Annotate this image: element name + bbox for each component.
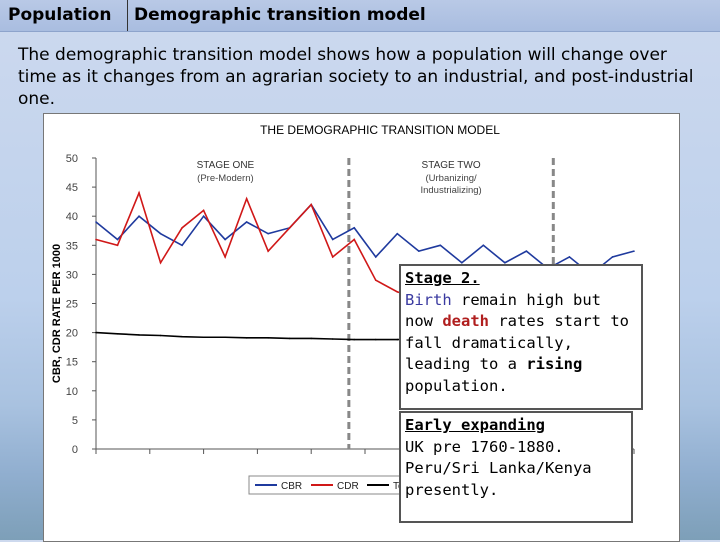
data-point-total-population	[310, 337, 313, 340]
data-point-total-population	[95, 331, 97, 334]
y-tick-label: 10	[66, 386, 78, 398]
y-tick-label: 50	[66, 153, 78, 165]
y-tick-label: 5	[72, 415, 78, 427]
y-tick-label: 20	[66, 328, 78, 340]
data-point-cbr	[374, 256, 377, 258]
data-point-total-population	[374, 338, 377, 341]
data-point-cdr	[224, 256, 226, 258]
data-point-cbr	[181, 244, 183, 247]
stage-sublabel: (Pre-Modern)	[197, 173, 254, 184]
data-point-total-population	[116, 332, 119, 335]
breadcrumb-demographic-transition[interactable]: Demographic transition model	[134, 5, 426, 25]
data-point-total-population	[181, 335, 183, 338]
y-tick-label: 35	[66, 240, 78, 252]
data-point-cbr	[611, 256, 614, 258]
data-point-cbr	[418, 250, 420, 252]
callout-heading: Early expanding	[405, 416, 545, 434]
stage-two-callout: Stage 2. Birth remain high but now death…	[399, 264, 643, 410]
data-point-cbr	[396, 232, 399, 235]
data-point-total-population	[159, 334, 162, 337]
data-point-total-population	[288, 337, 291, 340]
breadcrumb-population[interactable]: Population	[8, 5, 112, 25]
data-point-cdr	[353, 238, 356, 241]
data-point-cdr	[159, 261, 162, 264]
y-tick-label: 25	[66, 299, 78, 311]
data-point-cbr	[224, 238, 226, 241]
data-point-cdr	[331, 256, 334, 258]
stage-sublabel: (Urbanizing/	[425, 173, 477, 184]
data-point-total-population	[353, 338, 356, 341]
data-point-total-population	[138, 334, 140, 336]
data-point-cbr	[202, 215, 205, 217]
callout-line: UK pre 1760-1880.	[405, 437, 564, 456]
data-point-cdr	[138, 192, 140, 194]
data-point-cbr	[331, 238, 334, 241]
chart-figure: THE DEMOGRAPHIC TRANSITION MODEL 0 5 10 15 20…	[43, 113, 680, 542]
data-point-cbr	[439, 244, 442, 247]
y-tick-label: 40	[66, 211, 78, 223]
data-point-cbr	[138, 215, 140, 217]
legend-entry: CDR	[337, 481, 359, 492]
data-point-cdr	[374, 279, 377, 282]
y-tick-label: 0	[72, 444, 78, 456]
data-point-cbr	[267, 232, 269, 235]
stage-sublabel: Industrializing)	[420, 185, 481, 196]
data-point-cdr	[181, 227, 183, 229]
callout-body: Birth remain high but now death rates st…	[405, 290, 629, 395]
rising-word: rising	[526, 355, 583, 373]
data-point-cdr	[245, 197, 248, 200]
data-point-total-population	[202, 336, 205, 339]
data-point-cbr	[245, 221, 248, 223]
data-point-cbr	[95, 221, 97, 223]
stage-label: STAGE ONE	[197, 160, 255, 171]
data-point-total-population	[331, 338, 334, 340]
data-point-total-population	[224, 336, 226, 339]
y-tick-label: 15	[66, 357, 78, 369]
top-bar: Population Demographic transition model	[0, 0, 720, 32]
y-tick-label: 30	[66, 269, 78, 281]
data-point-cbr	[633, 250, 635, 252]
chart-title: THE DEMOGRAPHIC TRANSITION MODEL	[260, 123, 500, 137]
data-point-cbr	[525, 250, 528, 252]
data-point-cdr	[310, 203, 313, 206]
data-point-cdr	[95, 238, 97, 241]
data-point-cdr	[396, 291, 399, 293]
callout-line: Peru/Sri Lanka/Kenya presently.	[405, 459, 592, 499]
data-point-cbr	[353, 227, 356, 229]
y-axis-label: CBR, CDR RATE PER 1000	[51, 244, 63, 383]
data-point-cbr	[116, 238, 119, 241]
death-word: death	[442, 312, 489, 330]
intro-text: The demographic transition model shows h…	[18, 45, 694, 109]
legend-entry: CBR	[281, 481, 302, 492]
data-point-total-population	[245, 337, 248, 339]
birth-word: Birth	[405, 290, 452, 309]
data-point-cdr	[267, 250, 269, 252]
early-expanding-callout: Early expanding UK pre 1760-1880. Peru/S…	[399, 411, 633, 523]
data-point-cbr	[461, 261, 463, 264]
data-point-cbr	[568, 256, 571, 258]
breadcrumb-separator	[127, 0, 128, 31]
data-point-cbr	[482, 244, 485, 247]
y-tick-label: 45	[66, 182, 78, 194]
data-point-total-population	[396, 338, 399, 341]
data-point-cdr	[288, 227, 291, 229]
data-point-cdr	[202, 209, 205, 212]
data-point-total-population	[267, 337, 269, 339]
stage-label: STAGE TWO	[422, 160, 481, 171]
callout-heading: Stage 2.	[405, 269, 480, 287]
data-point-cbr	[159, 232, 162, 235]
data-point-cbr	[504, 261, 506, 264]
data-point-cdr	[116, 244, 119, 247]
